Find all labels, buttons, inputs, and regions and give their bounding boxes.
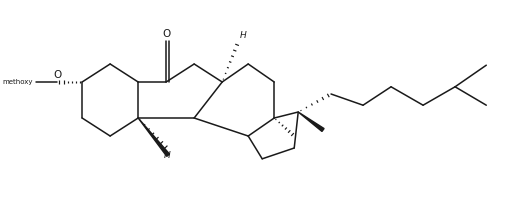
Polygon shape <box>298 112 324 131</box>
Text: H: H <box>164 151 171 160</box>
Polygon shape <box>138 118 169 156</box>
Text: methoxy: methoxy <box>3 79 33 85</box>
Text: H: H <box>240 31 246 40</box>
Text: O: O <box>162 29 170 39</box>
Text: O: O <box>53 70 61 80</box>
